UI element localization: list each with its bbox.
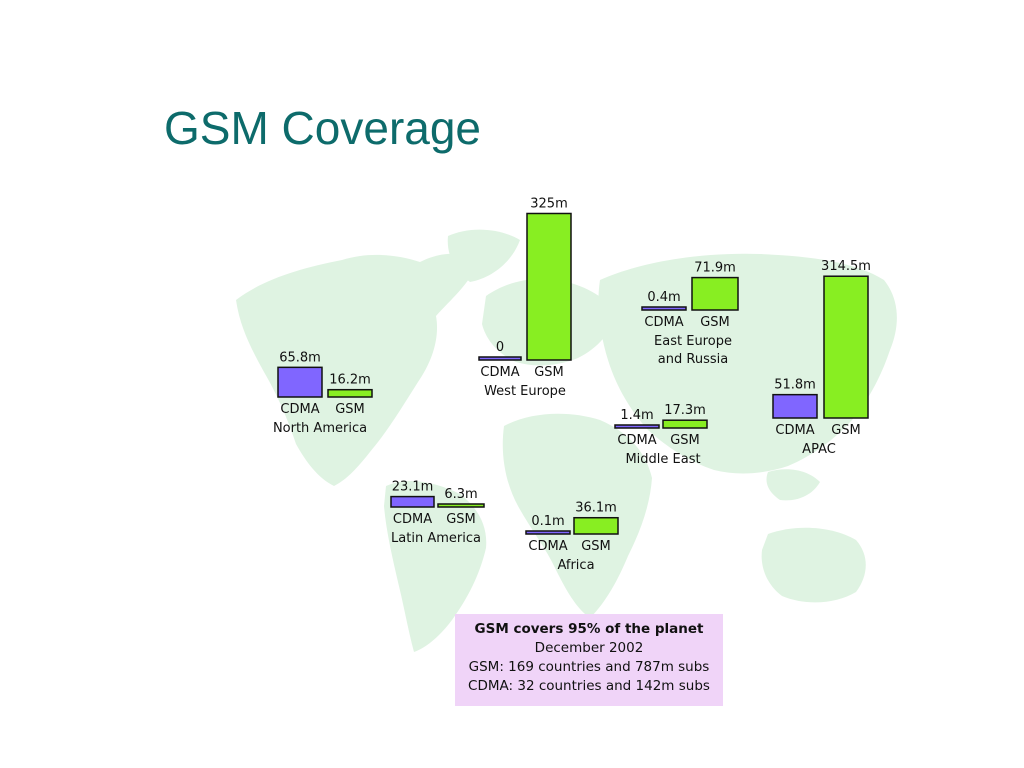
category-label-cdma-north-america: CDMA (280, 402, 319, 417)
value-label-cdma-west-europe: 0 (496, 340, 504, 355)
map-southeast-asia (766, 469, 820, 501)
category-label-cdma-east-europe-and-russia: CDMA (644, 315, 683, 330)
category-label-cdma-west-europe: CDMA (480, 365, 519, 380)
category-label-cdma-africa: CDMA (528, 539, 567, 554)
value-label-gsm-west-europe: 325m (530, 196, 567, 211)
value-label-gsm-apac: 314.5m (821, 259, 871, 274)
value-label-cdma-latin-america: 23.1m (392, 480, 434, 495)
value-label-cdma-middle-east: 1.4m (620, 408, 653, 423)
bar-cdma-middle-east (614, 424, 660, 429)
region-label-apac: APAC (802, 442, 836, 457)
summary-box: GSM covers 95% of the planet December 20… (455, 614, 723, 706)
bar-gsm-latin-america (437, 503, 485, 508)
bar-cdma-west-europe (478, 356, 522, 361)
bar-gsm-west-europe (526, 212, 572, 361)
summary-headline: GSM covers 95% of the planet (474, 621, 704, 637)
bar-gsm-middle-east (662, 419, 708, 429)
value-label-cdma-north-america: 65.8m (279, 350, 321, 365)
bar-gsm-africa (573, 516, 619, 535)
page-title: GSM Coverage (164, 102, 482, 154)
map-south-america (384, 480, 487, 652)
map-north-america (236, 253, 478, 486)
map-greenland (447, 229, 520, 282)
bar-cdma-north-america (277, 366, 323, 398)
summary-cdma-line: CDMA: 32 countries and 142m subs (468, 678, 710, 694)
value-label-gsm-africa: 36.1m (575, 501, 617, 516)
category-label-cdma-apac: CDMA (775, 423, 814, 438)
summary-date: December 2002 (534, 640, 644, 656)
category-label-gsm-africa: GSM (581, 539, 611, 554)
category-label-gsm-apac: GSM (831, 423, 861, 438)
region-label-africa: Africa (557, 558, 594, 573)
value-label-gsm-latin-america: 6.3m (444, 487, 477, 502)
bar-gsm-north-america (327, 388, 373, 398)
region-label-latin-america: Latin America (391, 531, 481, 546)
region-label-middle-east: Middle East (625, 452, 700, 467)
map-australia (761, 527, 866, 603)
category-label-gsm-middle-east: GSM (670, 433, 700, 448)
value-label-gsm-north-america: 16.2m (329, 373, 371, 388)
category-label-gsm-west-europe: GSM (534, 365, 564, 380)
map-landmasses (236, 229, 897, 652)
category-label-gsm-latin-america: GSM (446, 512, 476, 527)
value-label-gsm-middle-east: 17.3m (664, 403, 706, 418)
summary-gsm-line: GSM: 169 countries and 787m subs (468, 659, 710, 675)
bar-cdma-east-europe-and-russia (641, 306, 687, 311)
category-label-gsm-north-america: GSM (335, 402, 365, 417)
bar-gsm-east-europe-and-russia (691, 276, 739, 311)
region-label-west-europe: West Europe (484, 384, 566, 399)
bar-cdma-latin-america (390, 495, 435, 508)
region-label-east-europe-and-russia-line2: and Russia (658, 352, 728, 367)
value-label-cdma-east-europe-and-russia: 0.4m (647, 290, 680, 305)
category-label-cdma-latin-america: CDMA (393, 512, 432, 527)
region-label-east-europe-and-russia-line1: East Europe (654, 334, 732, 349)
value-label-gsm-east-europe-and-russia: 71.9m (694, 261, 736, 276)
region-label-north-america: North America (273, 421, 367, 436)
category-label-cdma-middle-east: CDMA (617, 433, 656, 448)
bar-gsm-apac (823, 275, 869, 419)
bar-cdma-africa (525, 530, 571, 535)
bar-cdma-apac (772, 393, 818, 419)
value-label-cdma-africa: 0.1m (531, 514, 564, 529)
category-label-gsm-east-europe-and-russia: GSM (700, 315, 730, 330)
map-africa (502, 413, 652, 618)
value-label-cdma-apac: 51.8m (774, 378, 816, 393)
